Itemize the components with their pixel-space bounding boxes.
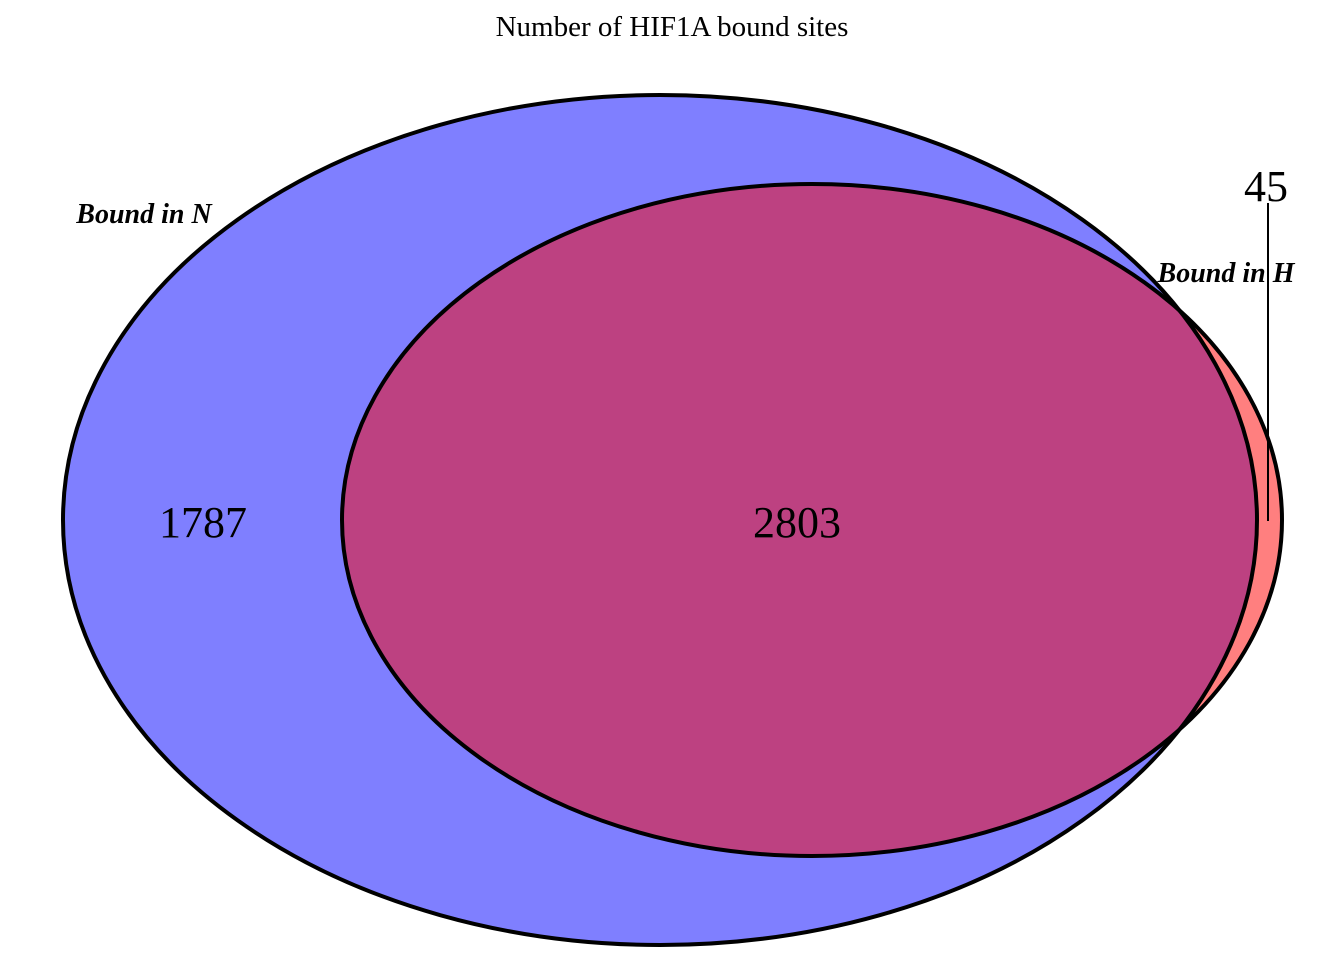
set-n-outline xyxy=(61,93,1259,947)
count-both: 2803 xyxy=(753,498,841,547)
diagram-title: Number of HIF1A bound sites xyxy=(496,11,849,43)
set-label-h: Bound in H xyxy=(1157,258,1296,289)
count-only-n: 1787 xyxy=(159,498,247,547)
count-only-h: 45 xyxy=(1244,162,1288,211)
set-label-n: Bound in N xyxy=(75,199,213,230)
set-h-outline xyxy=(340,182,1284,858)
